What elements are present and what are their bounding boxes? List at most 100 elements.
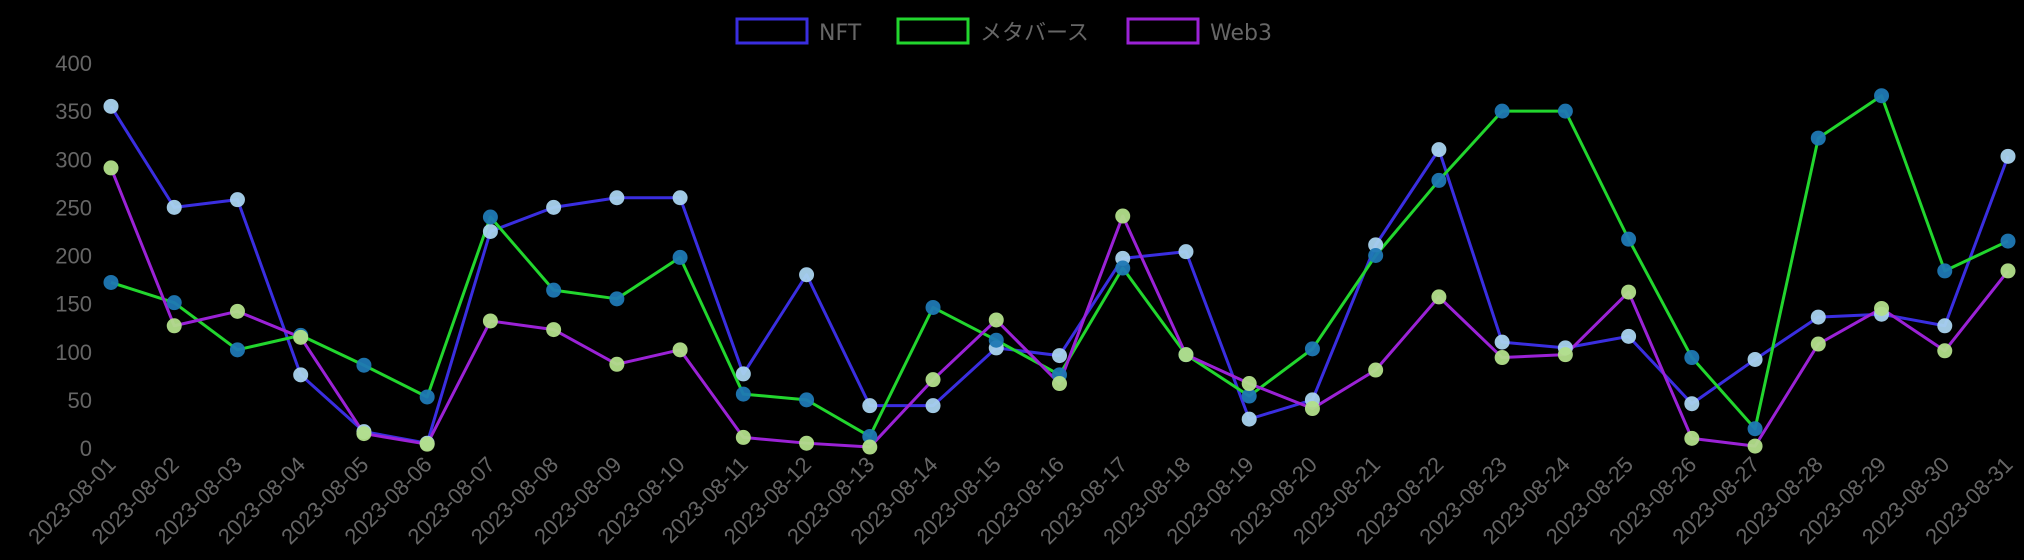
data-point[interactable] [862,398,878,414]
data-point[interactable] [166,318,182,334]
data-point[interactable] [2000,148,2016,164]
legend-item-0[interactable]: NFT [735,17,862,46]
series-points-2 [103,160,2016,455]
series-points-1 [103,88,2016,444]
data-point[interactable] [1937,318,1953,334]
data-point[interactable] [482,313,498,329]
data-point[interactable] [1241,388,1257,404]
data-point[interactable] [1431,289,1447,305]
data-point[interactable] [293,367,309,383]
data-point[interactable] [546,322,562,338]
data-point[interactable] [1874,88,1890,104]
data-point[interactable] [609,291,625,307]
data-point[interactable] [356,357,372,373]
series-layer [103,88,2016,455]
data-point[interactable] [229,303,245,319]
data-point[interactable] [103,98,119,114]
data-point[interactable] [1052,348,1067,364]
data-point[interactable] [1684,396,1700,412]
data-point[interactable] [2000,233,2016,249]
data-point[interactable] [1368,248,1384,263]
data-point[interactable] [546,282,562,298]
data-point[interactable] [735,366,751,382]
data-point[interactable] [1494,103,1510,119]
data-point[interactable] [672,249,688,265]
data-point[interactable] [925,372,941,388]
data-point[interactable] [1304,401,1320,417]
y-tick-label: 250 [55,195,92,220]
data-point[interactable] [1747,351,1763,367]
data-point[interactable] [166,295,182,311]
data-point[interactable] [1810,309,1826,325]
series-2 [109,167,2010,449]
data-point[interactable] [229,342,245,358]
data-point[interactable] [988,332,1004,348]
data-point[interactable] [672,342,688,358]
legend-swatch [896,17,970,45]
data-point[interactable] [1368,237,1384,253]
data-point[interactable] [1810,336,1826,352]
x-axis: 2023-08-012023-08-022023-08-032023-08-04… [23,452,2017,549]
data-point[interactable] [1684,350,1700,366]
data-point[interactable] [925,398,941,414]
data-point[interactable] [799,435,815,451]
data-point[interactable] [1810,130,1826,146]
data-point[interactable] [862,439,878,455]
data-point[interactable] [1052,376,1067,392]
y-tick-label: 0 [80,436,92,461]
data-point[interactable] [1557,347,1573,363]
data-point[interactable] [229,192,245,208]
data-point[interactable] [1178,347,1194,363]
legend: NFT メタバース Web3 [735,17,1272,46]
data-point[interactable] [925,299,941,315]
data-point[interactable] [1937,343,1953,359]
data-point[interactable] [1621,328,1637,344]
legend-label: NFT [819,21,862,46]
data-point[interactable] [1431,142,1447,158]
data-point[interactable] [546,199,562,215]
data-point[interactable] [988,312,1004,328]
data-point[interactable] [1747,421,1763,437]
data-point[interactable] [356,426,372,442]
data-point[interactable] [1115,260,1131,276]
data-point[interactable] [1241,411,1257,427]
y-tick-label: 400 [55,51,92,76]
data-point[interactable] [1241,376,1257,392]
data-point[interactable] [735,429,751,445]
data-point[interactable] [419,389,435,405]
data-point[interactable] [1874,300,1890,316]
data-point[interactable] [609,190,625,206]
data-point[interactable] [1621,231,1637,247]
data-point[interactable] [1368,362,1384,378]
data-point[interactable] [482,223,498,239]
data-point[interactable] [1115,208,1131,224]
data-point[interactable] [1937,263,1953,279]
legend-item-1[interactable]: メタバース [896,17,1089,46]
data-point[interactable] [482,209,498,225]
data-point[interactable] [672,190,688,206]
data-point[interactable] [1494,350,1510,366]
data-point[interactable] [1621,284,1637,300]
y-tick-label: 100 [55,340,92,365]
data-point[interactable] [1494,334,1510,350]
data-point[interactable] [609,356,625,372]
data-point[interactable] [293,329,309,345]
data-point[interactable] [799,267,815,283]
data-point[interactable] [1747,438,1763,454]
legend-item-2[interactable]: Web3 [1126,17,1272,46]
data-point[interactable] [103,160,119,176]
data-point[interactable] [166,199,182,215]
data-point[interactable] [419,436,435,452]
y-tick-label: 50 [68,388,92,413]
data-point[interactable] [799,392,815,408]
data-point[interactable] [735,386,751,402]
data-point[interactable] [1178,244,1194,260]
data-point[interactable] [103,274,119,290]
data-point[interactable] [2000,263,2016,279]
data-point[interactable] [1304,341,1320,357]
data-point[interactable] [1431,172,1447,188]
data-point[interactable] [1684,430,1700,446]
data-point[interactable] [1557,103,1573,119]
data-point[interactable] [862,428,878,444]
